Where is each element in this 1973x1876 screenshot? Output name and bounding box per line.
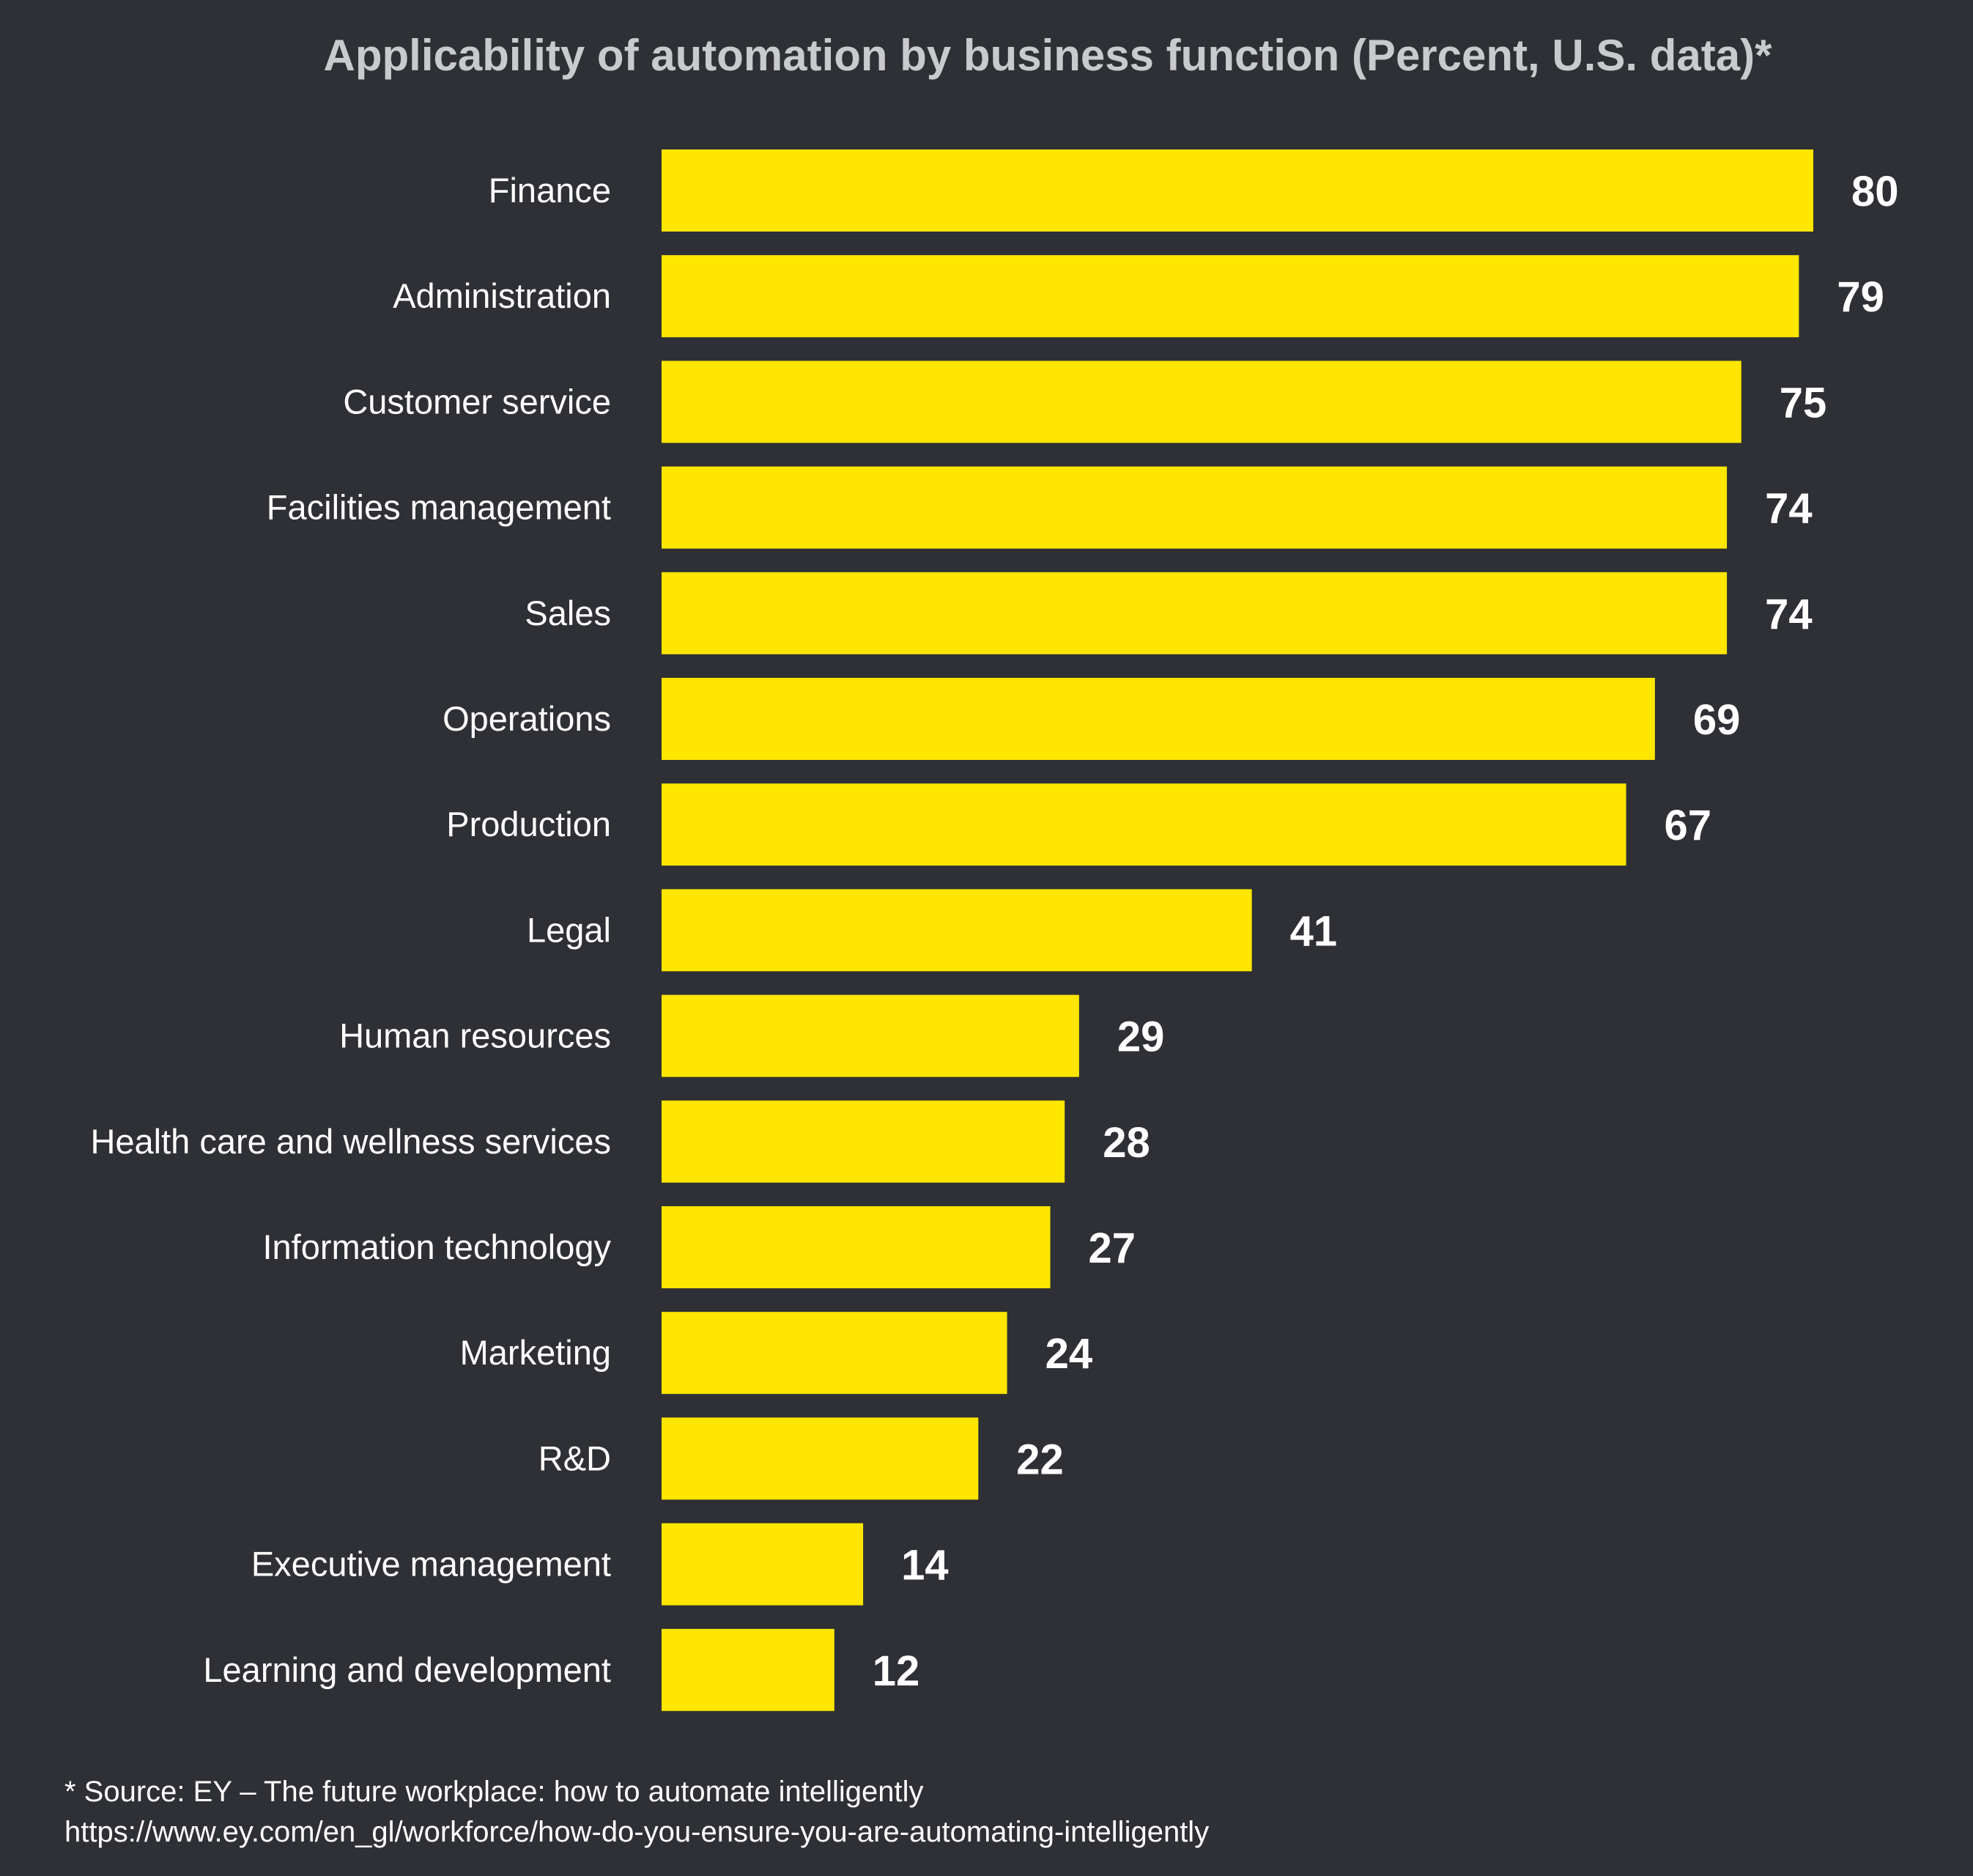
category-label: Production — [446, 805, 611, 843]
value-label: 69 — [1693, 696, 1741, 744]
bar — [662, 466, 1728, 549]
category-label: Marketing — [460, 1333, 611, 1372]
bar — [662, 1206, 1051, 1288]
category-label: Finance — [489, 171, 611, 210]
chart-title: Applicability of automation by business … — [324, 31, 1773, 80]
bar — [662, 994, 1079, 1077]
category-label: Customer service — [343, 382, 611, 421]
value-label: 74 — [1765, 485, 1813, 533]
value-label: 22 — [1016, 1436, 1064, 1483]
bar-row: Operations 69 — [443, 678, 1740, 760]
bar — [662, 1628, 834, 1711]
value-label: 67 — [1665, 802, 1712, 849]
category-label: Administration — [393, 276, 611, 315]
bar-row: Sales 74 — [525, 572, 1813, 654]
bar-row: Facilities management 74 — [267, 466, 1813, 549]
value-label: 41 — [1290, 907, 1338, 955]
value-label: 27 — [1089, 1225, 1136, 1272]
bar-row: Learning and development 12 — [203, 1628, 920, 1711]
value-label: 14 — [901, 1542, 949, 1589]
category-label: Sales — [525, 594, 611, 632]
bar — [662, 361, 1741, 443]
category-label: Legal — [527, 910, 611, 949]
value-label: 74 — [1765, 591, 1813, 638]
bar — [662, 678, 1655, 760]
value-label: 28 — [1103, 1119, 1150, 1167]
bar-row: Human resources 29 — [339, 994, 1165, 1077]
source-note: * Source: EY – The future workplace: how… — [64, 1776, 924, 1808]
value-label: 75 — [1780, 379, 1827, 426]
bar-row: Executive management 14 — [251, 1523, 949, 1606]
category-label: Health care and wellness services — [90, 1122, 611, 1161]
bar-row: Health care and wellness services 28 — [90, 1100, 1150, 1183]
value-label: 12 — [873, 1647, 920, 1695]
value-label: 29 — [1117, 1013, 1165, 1061]
category-label: Facilities management — [267, 488, 611, 527]
value-label: 79 — [1837, 273, 1884, 321]
bar-row: Production 67 — [446, 783, 1712, 866]
bar-row: Legal 41 — [527, 889, 1338, 972]
bar-row: Customer service 75 — [343, 361, 1826, 443]
category-label: Executive management — [251, 1545, 611, 1584]
bar — [662, 149, 1813, 232]
bar — [662, 1100, 1065, 1183]
bar — [662, 572, 1728, 654]
bar — [662, 1417, 979, 1500]
category-label: Information technology — [262, 1227, 611, 1266]
bar — [662, 255, 1799, 338]
category-label: Operations — [443, 699, 611, 738]
bar-row: Administration 79 — [393, 255, 1884, 338]
source-url[interactable]: https://www.ey.com/en_gl/workforce/how-d… — [64, 1816, 1209, 1848]
bar — [662, 889, 1252, 972]
value-label: 24 — [1045, 1330, 1093, 1378]
category-label: Human resources — [339, 1016, 611, 1055]
bar-row: R&D 22 — [538, 1417, 1064, 1500]
category-label: Learning and development — [203, 1650, 611, 1689]
bar — [662, 1312, 1007, 1395]
bar-row: Information technology 27 — [262, 1206, 1136, 1288]
category-label: R&D — [538, 1439, 611, 1477]
value-label: 80 — [1851, 168, 1899, 215]
bar-row: Finance 80 — [489, 149, 1899, 232]
bar — [662, 1523, 864, 1606]
bar — [662, 783, 1626, 866]
bar-row: Marketing 24 — [460, 1312, 1093, 1395]
